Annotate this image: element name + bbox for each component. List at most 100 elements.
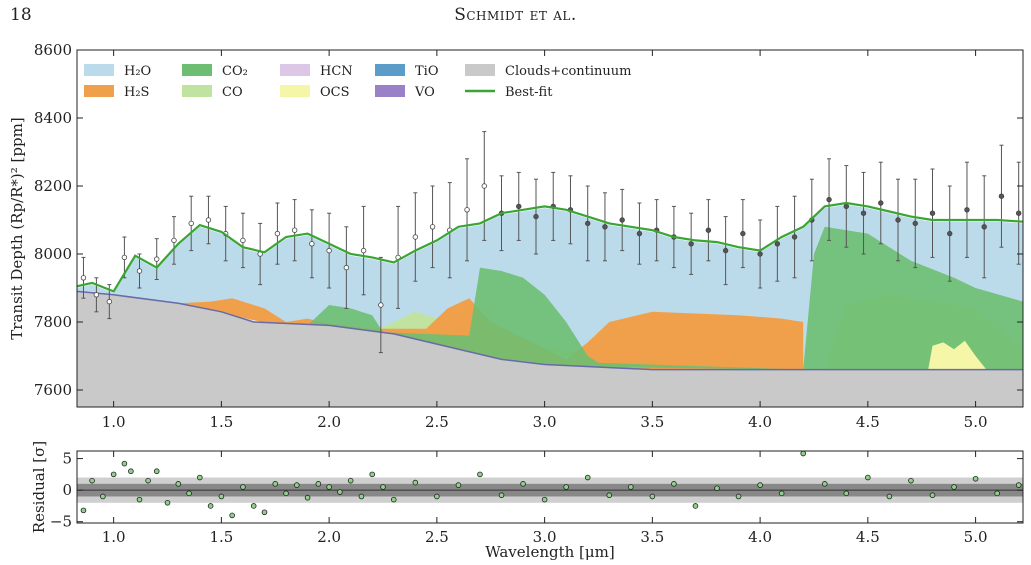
data-marker bbox=[895, 217, 901, 223]
residual-point bbox=[186, 490, 192, 497]
data-marker bbox=[791, 234, 798, 240]
data-point bbox=[688, 212, 694, 275]
residual-point bbox=[175, 481, 182, 487]
residual-point bbox=[1015, 482, 1022, 488]
residual-point bbox=[972, 475, 979, 482]
residual-point bbox=[347, 477, 354, 484]
residual-point bbox=[80, 507, 87, 514]
y-tick-label: 7600 bbox=[34, 381, 72, 399]
resid-x-tick-label: 4.5 bbox=[856, 528, 880, 546]
residual-point bbox=[434, 493, 440, 500]
legend-swatch bbox=[280, 64, 310, 76]
legend-swatch bbox=[375, 85, 405, 97]
residual-point bbox=[412, 479, 419, 486]
residual-point bbox=[315, 481, 322, 487]
legend-entry: OCS bbox=[280, 85, 350, 100]
data-marker bbox=[929, 210, 936, 216]
data-point bbox=[326, 212, 332, 289]
residual-point bbox=[757, 482, 763, 488]
legend-label: H₂O bbox=[124, 64, 151, 79]
residual-point bbox=[358, 493, 365, 500]
data-point bbox=[464, 158, 470, 262]
legend-entry: Clouds+continuum bbox=[465, 64, 632, 79]
y-tick-label: 8200 bbox=[34, 177, 72, 195]
legend-entry: Best-fit bbox=[465, 85, 553, 100]
data-point bbox=[257, 222, 263, 286]
resid-x-tick-label: 1.0 bbox=[102, 528, 126, 546]
data-marker bbox=[291, 227, 298, 233]
residual-point bbox=[498, 492, 505, 499]
data-point bbox=[516, 171, 522, 241]
resid-y-axis-label: Residual [σ] bbox=[30, 441, 48, 533]
resid-y-tick-label: −5 bbox=[50, 513, 72, 531]
legend-label: Best-fit bbox=[505, 85, 553, 100]
data-point bbox=[619, 188, 625, 252]
residual-point bbox=[218, 493, 225, 500]
data-marker bbox=[636, 230, 643, 237]
x-axis-label: Wavelength [μm] bbox=[485, 543, 614, 561]
data-point bbox=[80, 256, 87, 299]
best-fit-line bbox=[77, 201, 1023, 293]
residual-point bbox=[886, 493, 893, 500]
data-marker bbox=[533, 213, 539, 220]
data-point bbox=[291, 199, 298, 262]
data-marker bbox=[981, 224, 987, 230]
residual-point bbox=[994, 490, 1000, 497]
data-marker bbox=[309, 241, 315, 247]
data-point bbox=[171, 216, 177, 265]
residual-plot-area bbox=[77, 451, 1023, 519]
clouds-continuum-area bbox=[77, 291, 1023, 407]
residual-point bbox=[390, 496, 397, 503]
residual-point bbox=[563, 484, 569, 490]
legend-label: CO bbox=[222, 85, 243, 100]
data-point bbox=[843, 165, 849, 248]
residual-point bbox=[951, 484, 957, 490]
residual-point bbox=[110, 471, 117, 478]
page-number: 18 bbox=[10, 5, 32, 25]
legend-label: HCN bbox=[320, 64, 353, 79]
x-tick-label: 1.0 bbox=[102, 413, 126, 431]
residual-point bbox=[197, 474, 203, 481]
data-point bbox=[912, 178, 918, 269]
legend-swatch bbox=[84, 64, 114, 76]
legend-entry: H₂O bbox=[84, 64, 151, 79]
x-tick-label: 4.5 bbox=[856, 413, 880, 431]
data-marker bbox=[326, 247, 332, 254]
legend-swatch bbox=[182, 85, 212, 97]
legend-entry: HCN bbox=[280, 64, 353, 79]
data-point bbox=[274, 202, 281, 265]
legend-swatch bbox=[465, 64, 495, 76]
residual-point bbox=[908, 477, 914, 484]
data-point bbox=[964, 161, 970, 258]
data-point bbox=[929, 168, 936, 258]
data-point bbox=[791, 195, 798, 279]
residual-point bbox=[649, 493, 656, 500]
data-point bbox=[1015, 161, 1022, 265]
residual-point bbox=[145, 477, 151, 484]
residual-frame bbox=[76, 450, 1024, 524]
residual-panel: −5 0 5 1.0 1.5 2.0 2.5 3.0 3.5 4.0 4.5 5.0 Residual … bbox=[30, 441, 1024, 561]
residual-point bbox=[207, 503, 214, 509]
legend-swatch bbox=[84, 85, 114, 97]
spectrum-panel: 7600 7800 8000 8200 8400 8600 1.0 1.5 2.0 2.5 3.0 3… bbox=[8, 41, 1024, 431]
resid-x-tick-label: 2.5 bbox=[425, 528, 449, 546]
data-marker bbox=[93, 292, 100, 298]
data-marker bbox=[1015, 210, 1022, 216]
residual-point bbox=[520, 481, 526, 487]
page-header: 18 Schmidt et al. bbox=[0, 0, 1031, 40]
data-point bbox=[774, 205, 781, 282]
legend-entry: TiO bbox=[375, 64, 439, 79]
data-point bbox=[981, 175, 987, 279]
data-marker bbox=[740, 230, 746, 237]
data-marker bbox=[80, 275, 87, 281]
spectrum-plot-area bbox=[77, 131, 1023, 407]
residual-point bbox=[865, 474, 871, 481]
residual-point bbox=[326, 484, 332, 490]
residual-point bbox=[128, 468, 134, 475]
residual-point bbox=[164, 499, 171, 506]
resid-x-tick-label: 3.0 bbox=[533, 528, 557, 546]
data-point bbox=[636, 202, 643, 265]
data-point bbox=[895, 178, 901, 262]
residual-point bbox=[136, 496, 143, 503]
data-point bbox=[722, 216, 729, 286]
